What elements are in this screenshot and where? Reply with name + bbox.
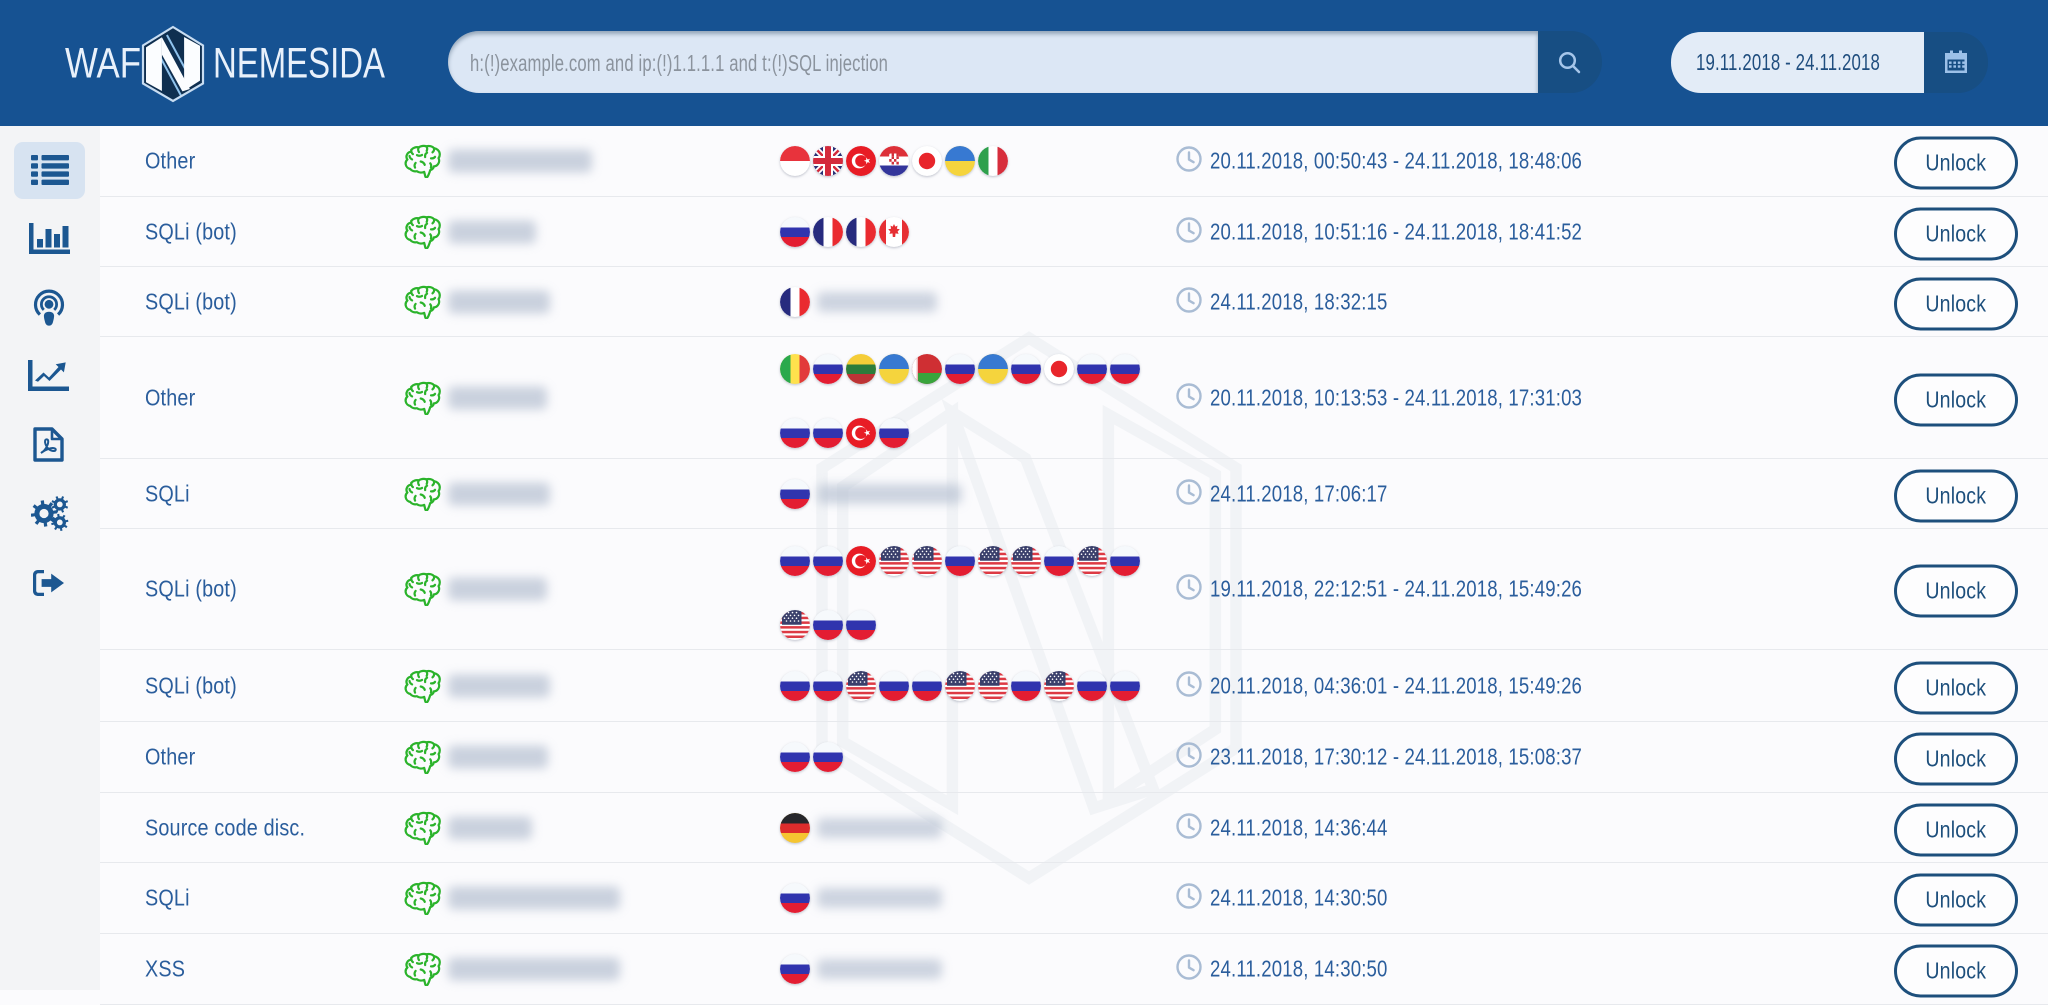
svg-text:NEMESIDA: NEMESIDA: [213, 40, 385, 88]
svg-text:WAF: WAF: [65, 40, 141, 88]
